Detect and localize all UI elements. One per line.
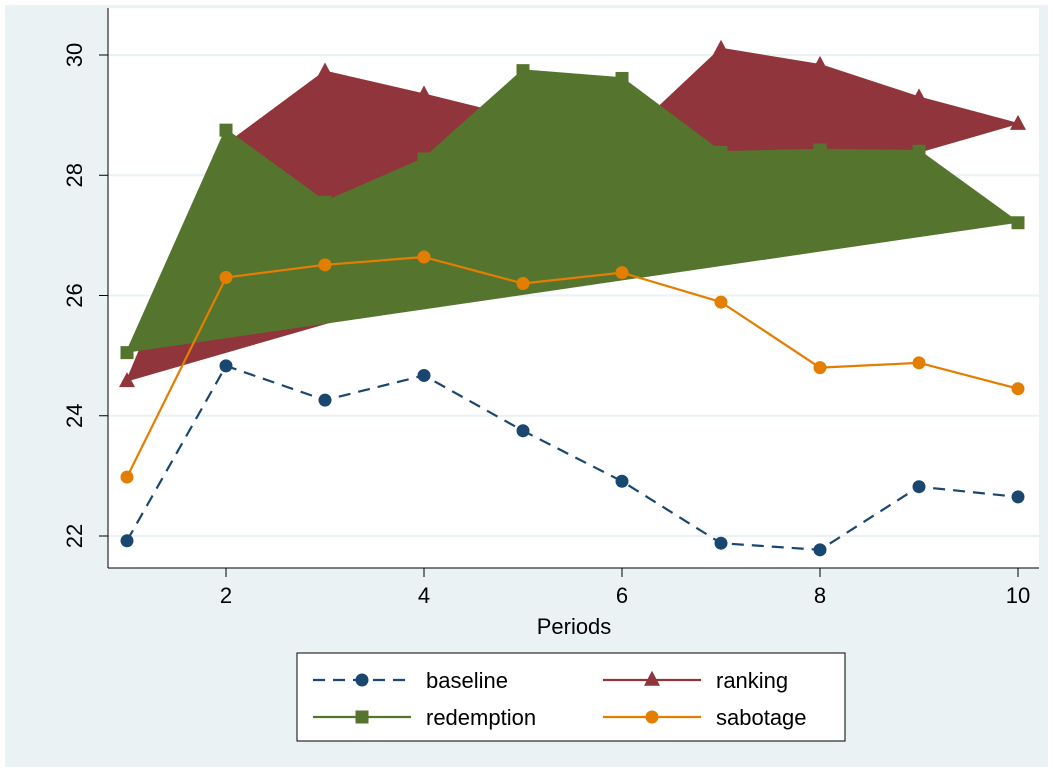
legend: baseline ranking redemption sabotage <box>296 652 846 742</box>
data-point-redemption-1 <box>120 346 134 360</box>
series-line-redemption <box>125 69 1019 354</box>
data-point-baseline-10 <box>1011 490 1025 504</box>
data-point-ranking-3 <box>317 62 333 78</box>
data-point-redemption-5 <box>516 64 530 78</box>
legend-marker-sabotage <box>645 710 659 724</box>
x-tick-label-10: 10 <box>1006 583 1030 608</box>
data-point-redemption-9 <box>912 144 926 158</box>
legend-marker-redemption <box>355 710 369 724</box>
x-tick-label-8: 8 <box>814 583 826 608</box>
y-tick-label-30: 30 <box>62 43 87 67</box>
legend-item-ranking: ranking <box>603 668 788 693</box>
data-point-redemption-8 <box>813 143 827 157</box>
data-point-baseline-7 <box>714 536 728 550</box>
data-point-ranking-7 <box>713 39 729 55</box>
data-point-baseline-4 <box>417 368 431 382</box>
data-point-sabotage-9 <box>912 356 926 370</box>
data-point-sabotage-4 <box>417 250 431 264</box>
data-point-baseline-9 <box>912 480 926 494</box>
series-sabotage <box>120 250 1025 484</box>
x-axis-title: Periods <box>537 614 612 639</box>
legend-box <box>296 652 846 742</box>
data-point-sabotage-1 <box>120 470 134 484</box>
data-point-redemption-2 <box>219 123 233 137</box>
data-point-sabotage-2 <box>219 270 233 284</box>
data-point-baseline-3 <box>318 393 332 407</box>
data-point-sabotage-6 <box>615 266 629 280</box>
legend-label-redemption: redemption <box>426 705 536 730</box>
series-line-baseline <box>126 364 1019 551</box>
data-point-baseline-2 <box>219 359 233 373</box>
data-point-baseline-8 <box>813 543 827 557</box>
legend-item-baseline: baseline <box>313 668 508 693</box>
data-point-redemption-3 <box>318 195 332 209</box>
data-point-ranking-4 <box>416 85 432 101</box>
data-point-ranking-10 <box>1010 114 1026 130</box>
y-tick-label-24: 24 <box>62 404 87 428</box>
data-point-ranking-8 <box>812 55 828 71</box>
data-point-sabotage-10 <box>1011 382 1025 396</box>
data-point-sabotage-7 <box>714 295 728 309</box>
data-point-redemption-6 <box>615 71 629 85</box>
x-tick-label-2: 2 <box>220 583 232 608</box>
legend-marker-ranking <box>644 670 660 686</box>
series-baseline <box>120 359 1025 557</box>
data-point-baseline-5 <box>516 424 530 438</box>
legend-item-redemption: redemption <box>313 705 536 730</box>
data-point-redemption-10 <box>1011 216 1025 230</box>
data-point-baseline-1 <box>120 534 134 548</box>
data-point-ranking-9 <box>911 88 927 104</box>
legend-label-ranking: ranking <box>716 668 788 693</box>
y-tick-label-22: 22 <box>62 524 87 548</box>
y-tick-label-26: 26 <box>62 283 87 307</box>
x-tick-label-4: 4 <box>418 583 430 608</box>
series-redemption <box>120 64 1025 360</box>
series-line-sabotage <box>126 255 1019 478</box>
legend-label-sabotage: sabotage <box>716 705 807 730</box>
data-point-redemption-7 <box>714 145 728 159</box>
data-point-sabotage-3 <box>318 258 332 272</box>
data-point-ranking-1 <box>119 372 135 388</box>
data-point-sabotage-5 <box>516 276 530 290</box>
data-point-redemption-4 <box>417 152 431 166</box>
y-tick-label-28: 28 <box>62 163 87 187</box>
data-point-sabotage-8 <box>813 361 827 375</box>
legend-item-sabotage: sabotage <box>603 705 807 730</box>
legend-label-baseline: baseline <box>426 668 508 693</box>
x-tick-label-6: 6 <box>616 583 628 608</box>
legend-marker-baseline <box>355 673 369 687</box>
data-point-baseline-6 <box>615 474 629 488</box>
